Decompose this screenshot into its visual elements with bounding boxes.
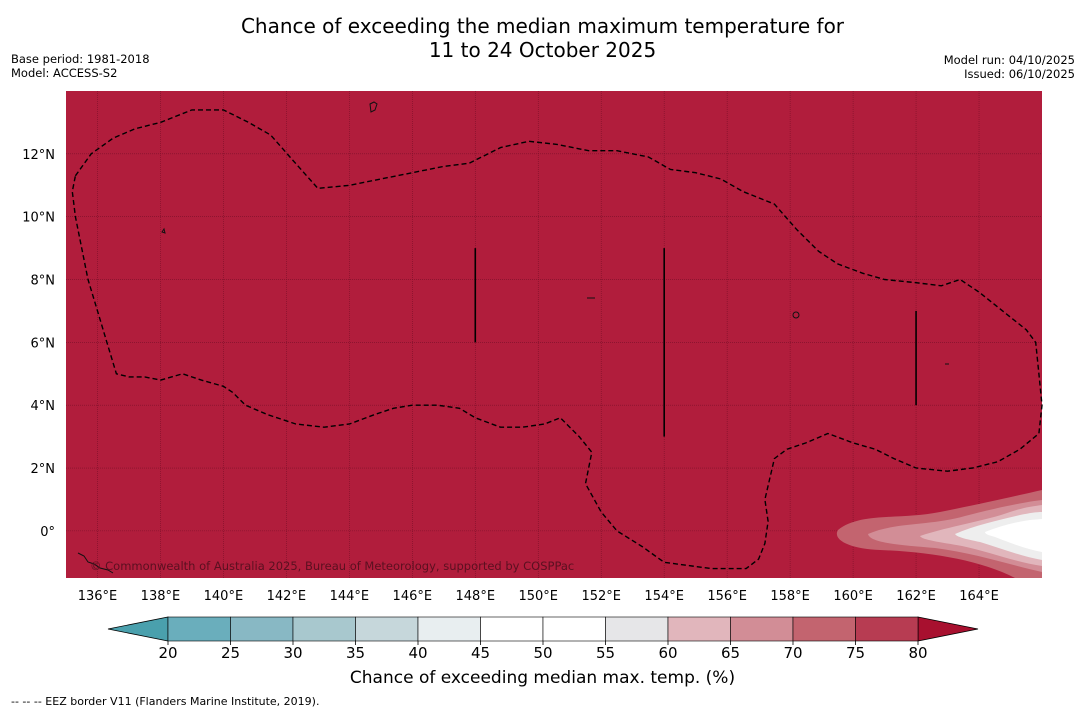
lon-tick-label: 150°E: [518, 589, 558, 604]
colorbar-bin: [855, 616, 919, 642]
meta-right: Model run: 04/10/2025 Issued: 06/10/2025: [944, 53, 1075, 81]
lat-tick-label: 10°N: [22, 211, 55, 226]
model-run-text: Model run: 04/10/2025: [943, 53, 1075, 67]
colorbar-tick-label: 35: [346, 644, 365, 662]
colorbar-tick-label: 50: [533, 644, 552, 662]
lon-tick-label: 144°E: [330, 589, 370, 604]
colorbar-bin: [667, 616, 731, 642]
lat-tick-label: 0°: [40, 525, 55, 540]
colorbar-bin: [605, 616, 669, 642]
copyright-text: © Commonwealth of Australia 2025, Bureau…: [90, 559, 574, 573]
colorbar-low-extend: [107, 616, 169, 642]
lon-tick-label: 164°E: [959, 589, 999, 604]
colorbar-label: Chance of exceeding median max. temp. (%…: [349, 668, 736, 688]
island-marks: [77, 101, 949, 574]
eez-border-path: [71, 109, 1043, 570]
meta-left: Base period: 1981-2018 Model: ACCESS-S2: [11, 52, 150, 80]
colorbar-tick-label: 55: [596, 644, 615, 662]
colorbar-tick-label: 20: [158, 644, 177, 662]
colorbar-bin: [417, 616, 481, 642]
colorbar-high-extend: [917, 616, 979, 642]
lon-tick-label: 140°E: [204, 589, 244, 604]
colorbar-bin: [355, 616, 419, 642]
chart-title: Chance of exceeding the median maximum t…: [0, 14, 1085, 62]
title-line-2: 11 to 24 October 2025: [428, 38, 657, 62]
map-axes: 136°E 138°E 140°E 142°E 144°E 146°E 148°E 150°E…: [22, 148, 999, 604]
lat-tick-label: 4°N: [31, 399, 56, 414]
graticule: [66, 91, 1042, 578]
lon-tick-label: 162°E: [896, 589, 936, 604]
colorbar-bin: [292, 616, 356, 642]
issued-text: Issued: 06/10/2025: [964, 67, 1075, 81]
model-text: Model: ACCESS-S2: [11, 66, 118, 80]
colorbar-tick-label: 75: [846, 644, 865, 662]
colorbar-tick-label: 25: [221, 644, 240, 662]
lon-tick-label: 148°E: [456, 589, 496, 604]
colorbar-bin: [542, 616, 606, 642]
lon-tick-label: 142°E: [267, 589, 307, 604]
lat-tick-label: 2°N: [31, 462, 56, 477]
colorbar-tick-label: 45: [471, 644, 490, 662]
colorbar: 20 25 30 35 40 45 50 55 60 65 70 75 80: [107, 616, 979, 662]
colorbar-bin: [480, 616, 544, 642]
colorbar-tick-label: 65: [721, 644, 740, 662]
station-markers: [474, 248, 917, 437]
lon-tick-label: 152°E: [581, 589, 621, 604]
lon-tick-label: 138°E: [141, 589, 181, 604]
lat-tick-label: 6°N: [31, 336, 56, 351]
base-period-text: Base period: 1981-2018: [11, 52, 150, 66]
colorbar-bin: [792, 616, 856, 642]
contour-anomaly-region: [836, 490, 1042, 578]
colorbar-tick-label: 80: [908, 644, 927, 662]
colorbar-tick-label: 30: [283, 644, 302, 662]
colorbar-bin: [167, 616, 231, 642]
lon-tick-label: 158°E: [770, 589, 810, 604]
lat-tick-label: 8°N: [31, 274, 56, 289]
lon-tick-label: 156°E: [707, 589, 747, 604]
colorbar-bin: [230, 616, 294, 642]
lat-tick-label: 12°N: [22, 148, 55, 163]
lon-tick-label: 146°E: [393, 589, 433, 604]
lon-tick-label: 136°E: [78, 589, 118, 604]
lon-tick-label: 160°E: [833, 589, 873, 604]
plot-area: [66, 91, 1042, 578]
colorbar-tick-label: 40: [408, 644, 427, 662]
colorbar-bin: [730, 616, 794, 642]
lon-tick-label: 154°E: [644, 589, 684, 604]
colorbar-tick-label: 60: [658, 644, 677, 662]
colorbar-tick-label: 70: [783, 644, 802, 662]
title-line-1: Chance of exceeding the median maximum t…: [240, 14, 845, 38]
eez-border: [71, 109, 1043, 570]
eez-footnote: -- -- -- EEZ border V11 (Flanders Marine…: [11, 695, 320, 708]
